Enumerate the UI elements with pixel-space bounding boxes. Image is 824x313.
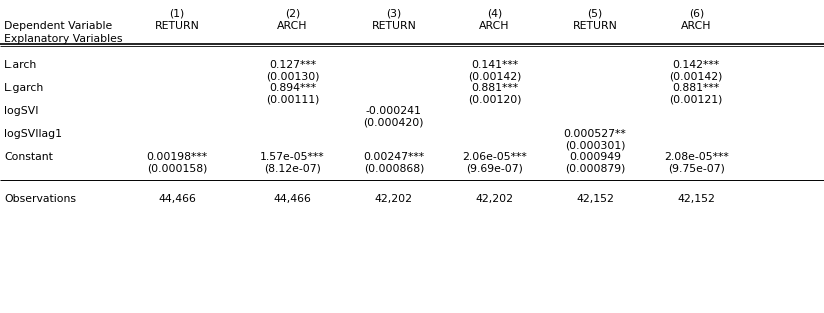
Text: 42,202: 42,202 (475, 194, 513, 204)
Text: 44,466: 44,466 (274, 194, 311, 204)
Text: (4): (4) (487, 8, 502, 18)
Text: logSVI: logSVI (4, 106, 39, 116)
Text: logSVIlag1: logSVIlag1 (4, 129, 62, 139)
Text: (0.000158): (0.000158) (147, 164, 208, 174)
Text: (8.12e-07): (8.12e-07) (264, 164, 321, 174)
Text: 1.57e-05***: 1.57e-05*** (260, 152, 325, 162)
Text: 0.000527**: 0.000527** (564, 129, 626, 139)
Text: 42,152: 42,152 (576, 194, 614, 204)
Text: 2.06e-05***: 2.06e-05*** (462, 152, 527, 162)
Text: RETURN: RETURN (573, 21, 617, 31)
Text: (0.00120): (0.00120) (468, 95, 521, 105)
Text: (0.00111): (0.00111) (266, 95, 319, 105)
Text: (0.000420): (0.000420) (363, 118, 424, 128)
Text: Constant: Constant (4, 152, 53, 162)
Text: (6): (6) (689, 8, 704, 18)
Text: (0.000879): (0.000879) (564, 164, 625, 174)
Text: 42,202: 42,202 (375, 194, 413, 204)
Text: (0.000868): (0.000868) (363, 164, 424, 174)
Text: (0.00142): (0.00142) (468, 72, 521, 82)
Text: 0.127***: 0.127*** (269, 60, 316, 70)
Text: 0.000949: 0.000949 (569, 152, 621, 162)
Text: (9.69e-07): (9.69e-07) (466, 164, 523, 174)
Text: 0.141***: 0.141*** (471, 60, 518, 70)
Text: L.arch: L.arch (4, 60, 37, 70)
Text: RETURN: RETURN (372, 21, 416, 31)
Text: ARCH: ARCH (681, 21, 712, 31)
Text: (3): (3) (386, 8, 401, 18)
Text: ARCH: ARCH (479, 21, 510, 31)
Text: 2.08e-05***: 2.08e-05*** (664, 152, 728, 162)
Text: Dependent Variable: Dependent Variable (4, 21, 112, 31)
Text: (0.00130): (0.00130) (266, 72, 319, 82)
Text: (0.000301): (0.000301) (564, 141, 625, 151)
Text: (0.00121): (0.00121) (670, 95, 723, 105)
Text: 0.142***: 0.142*** (672, 60, 720, 70)
Text: 42,152: 42,152 (677, 194, 715, 204)
Text: (1): (1) (170, 8, 185, 18)
Text: 0.881***: 0.881*** (471, 83, 518, 93)
Text: 0.894***: 0.894*** (269, 83, 316, 93)
Text: RETURN: RETURN (155, 21, 199, 31)
Text: ARCH: ARCH (277, 21, 308, 31)
Text: 0.00247***: 0.00247*** (363, 152, 424, 162)
Text: 0.881***: 0.881*** (672, 83, 720, 93)
Text: Observations: Observations (4, 194, 76, 204)
Text: 44,466: 44,466 (158, 194, 196, 204)
Text: (0.00142): (0.00142) (670, 72, 723, 82)
Text: -0.000241: -0.000241 (366, 106, 422, 116)
Text: (2): (2) (285, 8, 300, 18)
Text: (5): (5) (588, 8, 602, 18)
Text: 0.00198***: 0.00198*** (147, 152, 208, 162)
Text: (9.75e-07): (9.75e-07) (667, 164, 725, 174)
Text: Explanatory Variables: Explanatory Variables (4, 34, 123, 44)
Text: L.garch: L.garch (4, 83, 44, 93)
